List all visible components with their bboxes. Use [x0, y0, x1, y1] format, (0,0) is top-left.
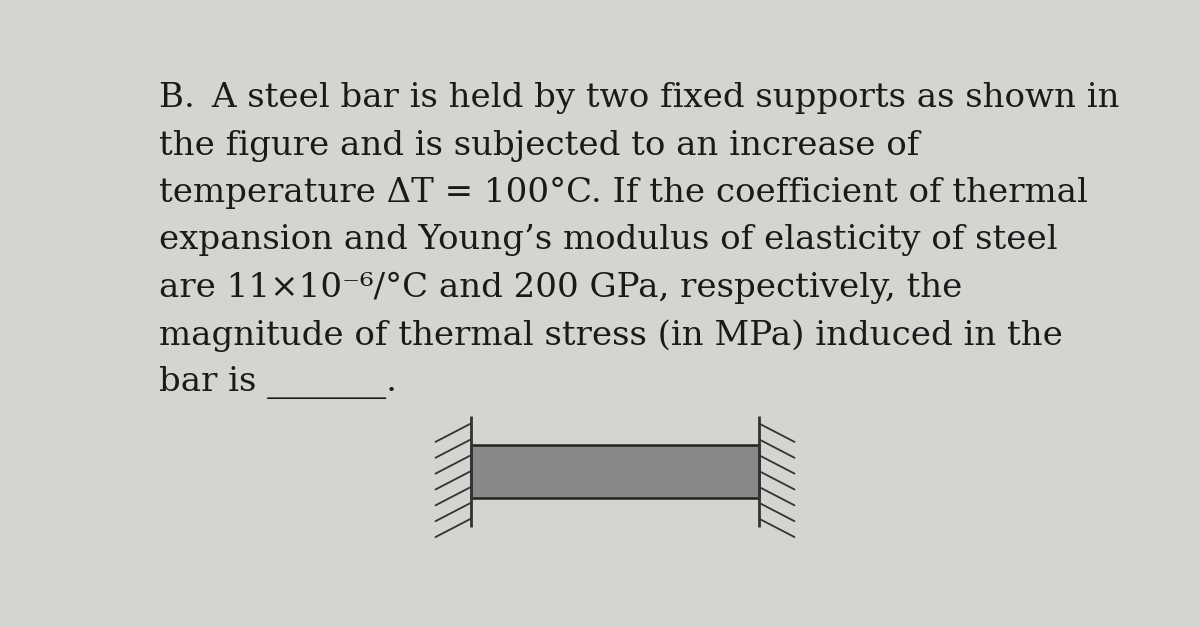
Text: bar is _______.: bar is _______.: [160, 366, 397, 399]
Text: temperature ΔT = 100°C. If the coefficient of thermal: temperature ΔT = 100°C. If the coefficie…: [160, 177, 1088, 209]
Text: magnitude of thermal stress (in MPa) induced in the: magnitude of thermal stress (in MPa) ind…: [160, 319, 1063, 352]
Text: B. A steel bar is held by two fixed supports as shown in: B. A steel bar is held by two fixed supp…: [160, 83, 1120, 115]
Text: expansion and Young’s modulus of elasticity of steel: expansion and Young’s modulus of elastic…: [160, 224, 1058, 256]
Text: the figure and is subjected to an increase of: the figure and is subjected to an increa…: [160, 130, 919, 162]
Bar: [470, 445, 760, 498]
Text: are 11×10⁻⁶/°C and 200 GPa, respectively, the: are 11×10⁻⁶/°C and 200 GPa, respectively…: [160, 271, 962, 304]
